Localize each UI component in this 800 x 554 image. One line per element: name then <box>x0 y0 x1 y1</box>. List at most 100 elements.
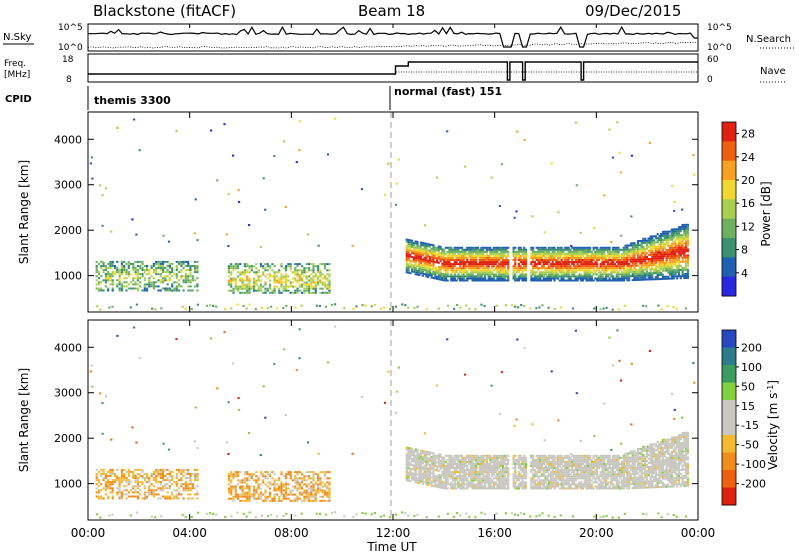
velocity-cell <box>421 474 424 477</box>
power-cell <box>241 281 244 284</box>
power-cell <box>416 253 419 256</box>
power-cell <box>514 259 517 261</box>
power-cell <box>535 255 538 257</box>
power-cell <box>118 271 121 274</box>
velocity-cell <box>101 432 104 435</box>
power-cell <box>558 250 561 253</box>
power-cell <box>280 279 283 282</box>
power-cell <box>521 252 524 255</box>
power-cell <box>681 258 684 261</box>
velocity-cell <box>323 485 327 488</box>
velocity-cell <box>423 466 426 469</box>
velocity-cell <box>453 481 456 484</box>
power-cell <box>672 240 675 243</box>
velocity-cell <box>405 463 408 465</box>
velocity-cell <box>455 475 458 478</box>
power-cell <box>679 244 682 247</box>
power-cell <box>232 265 235 268</box>
power-cell <box>635 260 638 263</box>
power-cell <box>573 269 576 272</box>
power-cell <box>663 245 666 248</box>
power-cell <box>679 277 682 280</box>
power-cell <box>323 285 327 288</box>
power-cell <box>546 279 549 282</box>
power-cell <box>660 261 663 264</box>
power-cell <box>587 250 590 253</box>
power-cell <box>443 279 446 282</box>
power-cell <box>573 246 576 249</box>
power-cell <box>471 252 474 255</box>
velocity-cell <box>100 489 103 492</box>
power-cell <box>613 263 617 266</box>
power-cell <box>196 239 199 242</box>
velocity-cell <box>127 475 130 477</box>
power-cell <box>498 263 501 266</box>
power-cell <box>404 304 407 307</box>
power-cell <box>599 246 602 249</box>
velocity-cell <box>253 485 256 488</box>
power-cell <box>658 243 661 246</box>
power-cell <box>307 283 311 286</box>
power-cell <box>665 232 668 235</box>
power-cell <box>512 273 515 276</box>
power-cell <box>242 304 245 307</box>
velocity-cell <box>432 464 435 467</box>
power-cell <box>656 274 659 276</box>
velocity-cell <box>312 485 315 488</box>
velocity-cell <box>146 473 149 475</box>
power-cell <box>656 237 659 240</box>
power-cell <box>430 268 433 271</box>
power-cell <box>132 277 135 280</box>
power-cell <box>430 254 433 257</box>
power-cell <box>516 277 519 280</box>
power-cell <box>444 259 448 261</box>
power-cell <box>301 277 304 280</box>
power-cell <box>141 289 144 292</box>
power-cell <box>676 234 679 237</box>
power-cell <box>452 248 455 251</box>
velocity-cell <box>421 466 424 469</box>
power-cell <box>612 277 615 280</box>
power-cell <box>553 246 556 249</box>
power-cell <box>469 255 472 257</box>
velocity-cell <box>455 483 458 486</box>
power-cell <box>496 265 499 268</box>
power-cell <box>469 261 472 264</box>
power-cell <box>574 250 577 253</box>
power-cell <box>638 256 641 259</box>
power-cell <box>421 248 424 251</box>
power-cell <box>230 271 233 274</box>
velocity-cell <box>469 465 472 467</box>
power-cell <box>317 244 320 247</box>
power-cell <box>556 255 560 257</box>
power-cell <box>428 245 431 248</box>
power-cell <box>184 281 187 284</box>
power-cell <box>489 246 492 249</box>
velocity-cell <box>434 485 437 488</box>
power-cell <box>416 242 419 245</box>
power-cell <box>585 259 588 261</box>
velocity-cell <box>171 491 174 494</box>
power-cell <box>645 274 649 277</box>
power-cell <box>270 305 273 308</box>
power-cell <box>107 277 110 280</box>
velocity-cell <box>460 475 464 478</box>
power-cell <box>567 279 570 282</box>
power-cell <box>613 252 617 255</box>
power-cell <box>473 269 476 272</box>
velocity-cell <box>312 477 315 480</box>
velocity-cell <box>100 495 103 498</box>
power-cell <box>109 273 112 276</box>
power-cell <box>622 273 625 276</box>
power-cell <box>180 269 183 271</box>
power-cell <box>475 255 478 257</box>
power-cell <box>551 257 554 259</box>
velocity-cell <box>104 489 107 492</box>
power-cell <box>656 233 659 236</box>
power-cell <box>597 250 601 253</box>
power-cell <box>171 285 174 288</box>
power-cell <box>296 289 299 292</box>
power-cell <box>136 279 139 282</box>
power-cell <box>448 252 451 255</box>
power-cell <box>517 267 520 270</box>
